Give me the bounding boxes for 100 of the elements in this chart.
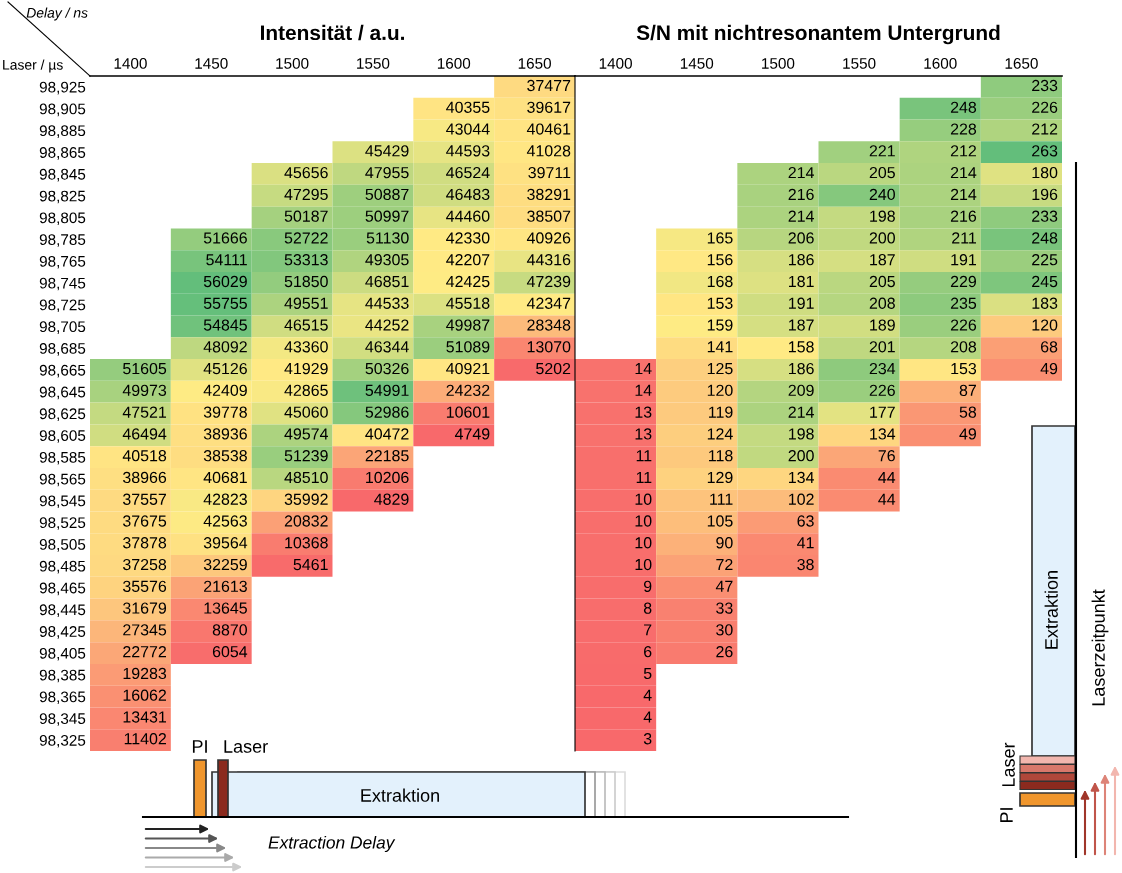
chart-title: Intensität / a.u.	[260, 24, 404, 41]
data-label: 20832	[284, 515, 328, 527]
data-label: 205	[869, 275, 895, 288]
data-label: 10	[635, 493, 652, 505]
data-label: 5461	[293, 558, 328, 571]
annotation: Laser	[1002, 742, 1015, 787]
data-label: 6	[644, 645, 652, 658]
data-label: 158	[789, 341, 814, 353]
data-label: 40461	[526, 123, 571, 135]
data-label: 200	[788, 450, 814, 462]
data-label: 42330	[446, 232, 490, 244]
data-label: 180	[1032, 166, 1058, 179]
data-label: 44533	[365, 297, 409, 309]
data-label: 51605	[123, 362, 167, 375]
data-label: 187	[789, 319, 814, 331]
y-tick-label: 98,365	[39, 691, 86, 705]
data-label: 10	[635, 537, 652, 549]
data-label: 40681	[203, 471, 247, 484]
y-tick-label: 98,405	[39, 647, 86, 661]
data-label: 214	[788, 406, 814, 418]
data-label: 263	[1032, 145, 1058, 157]
data-label: 46515	[284, 319, 328, 331]
data-label: 16062	[123, 689, 166, 701]
data-label: 46524	[446, 166, 490, 179]
y-tick-label: 98,505	[39, 539, 86, 552]
annotation: PI	[192, 740, 207, 753]
data-label: 189	[870, 319, 895, 331]
data-label: 42347	[526, 297, 571, 309]
data-label: 14	[635, 384, 652, 396]
data-label: 46851	[365, 275, 409, 288]
data-label: 42823	[203, 493, 247, 505]
data-label: 191	[951, 254, 976, 266]
data-label: 39778	[203, 406, 247, 418]
data-label: 226	[869, 384, 895, 397]
data-label: 50187	[284, 210, 328, 222]
data-label: 240	[869, 188, 895, 201]
text: PI	[1000, 808, 1013, 823]
data-label: 124	[707, 428, 733, 440]
data-label: 30	[716, 624, 733, 636]
y-tick-label: 98,325	[39, 734, 86, 748]
data-label: 47295	[284, 188, 328, 201]
data-label: 177	[870, 406, 895, 418]
x-tick-label: 1600	[437, 58, 471, 69]
y-tick-label: 98,845	[39, 168, 86, 182]
data-label: 212	[1032, 123, 1058, 135]
data-label: 54111	[206, 254, 247, 266]
data-label: 40518	[122, 450, 167, 462]
data-label: 24232	[446, 384, 490, 397]
data-label: 38507	[527, 210, 571, 222]
data-label: 37477	[527, 79, 571, 92]
data-label: 53313	[284, 254, 328, 266]
data-label: 187	[870, 254, 895, 266]
data-label: 38936	[203, 428, 247, 440]
data-label: 228	[950, 123, 977, 135]
data-label: 214	[950, 188, 977, 200]
data-label: 245	[1032, 275, 1058, 288]
data-label: 156	[707, 254, 733, 266]
data-label: 55755	[203, 297, 247, 309]
data-label: 10	[635, 558, 652, 571]
data-label: 56029	[203, 275, 247, 288]
data-label: 41028	[526, 145, 571, 157]
data-label: 120	[707, 384, 733, 397]
x-tick-label: 1650	[518, 58, 551, 69]
text: Laserzeitpunkt	[1091, 589, 1109, 706]
data-label: 44593	[446, 145, 490, 157]
data-label: 11402	[124, 733, 166, 745]
data-label: 28348	[527, 319, 571, 331]
annotation: Laser	[224, 740, 268, 753]
data-label: 248	[1032, 232, 1058, 244]
data-label: 42563	[203, 515, 247, 527]
x-tick-label: 1500	[276, 58, 309, 69]
y-tick-label: 98,485	[39, 560, 86, 574]
y-tick-label: 98,705	[39, 321, 86, 334]
data-label: 13645	[204, 602, 247, 614]
data-label: 9	[643, 580, 652, 592]
data-label: 37258	[122, 558, 167, 571]
x-tick-label: 1450	[195, 58, 228, 69]
data-label: 90	[716, 537, 733, 549]
data-label: 63	[797, 515, 814, 527]
data-label: 44	[878, 493, 896, 505]
data-label: 41	[797, 537, 814, 549]
data-label: 52722	[284, 232, 328, 244]
data-label: 118	[709, 450, 733, 462]
data-label: 47	[715, 580, 733, 592]
data-label: 50887	[365, 188, 409, 201]
data-label: 54845	[203, 319, 247, 331]
data-label: 51130	[366, 232, 409, 244]
text: Extraction Delay	[268, 835, 396, 853]
data-label: 6054	[212, 645, 248, 658]
x-tick-label: 1550	[843, 58, 876, 69]
y-tick-label: 98,585	[39, 451, 86, 465]
y-tick-label: 98,525	[39, 517, 86, 530]
y-tick-label: 98,885	[39, 125, 86, 138]
data-label: 42425	[446, 275, 490, 288]
data-label: 47955	[365, 166, 409, 179]
y-tick-label: 98,765	[39, 255, 86, 269]
data-label: 22772	[123, 645, 166, 658]
data-label: 10206	[366, 471, 409, 484]
data-label: 10	[635, 515, 652, 527]
x-tick-label: 1400	[599, 58, 632, 69]
